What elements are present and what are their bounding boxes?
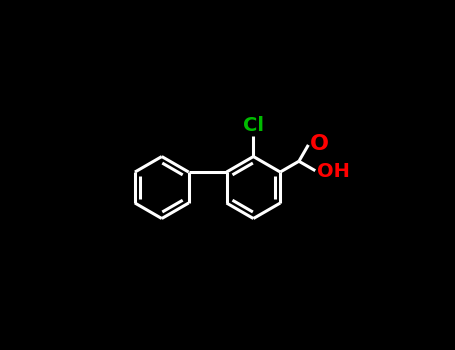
Text: Cl: Cl [243,116,264,135]
Text: OH: OH [317,162,349,181]
Text: O: O [310,134,329,154]
